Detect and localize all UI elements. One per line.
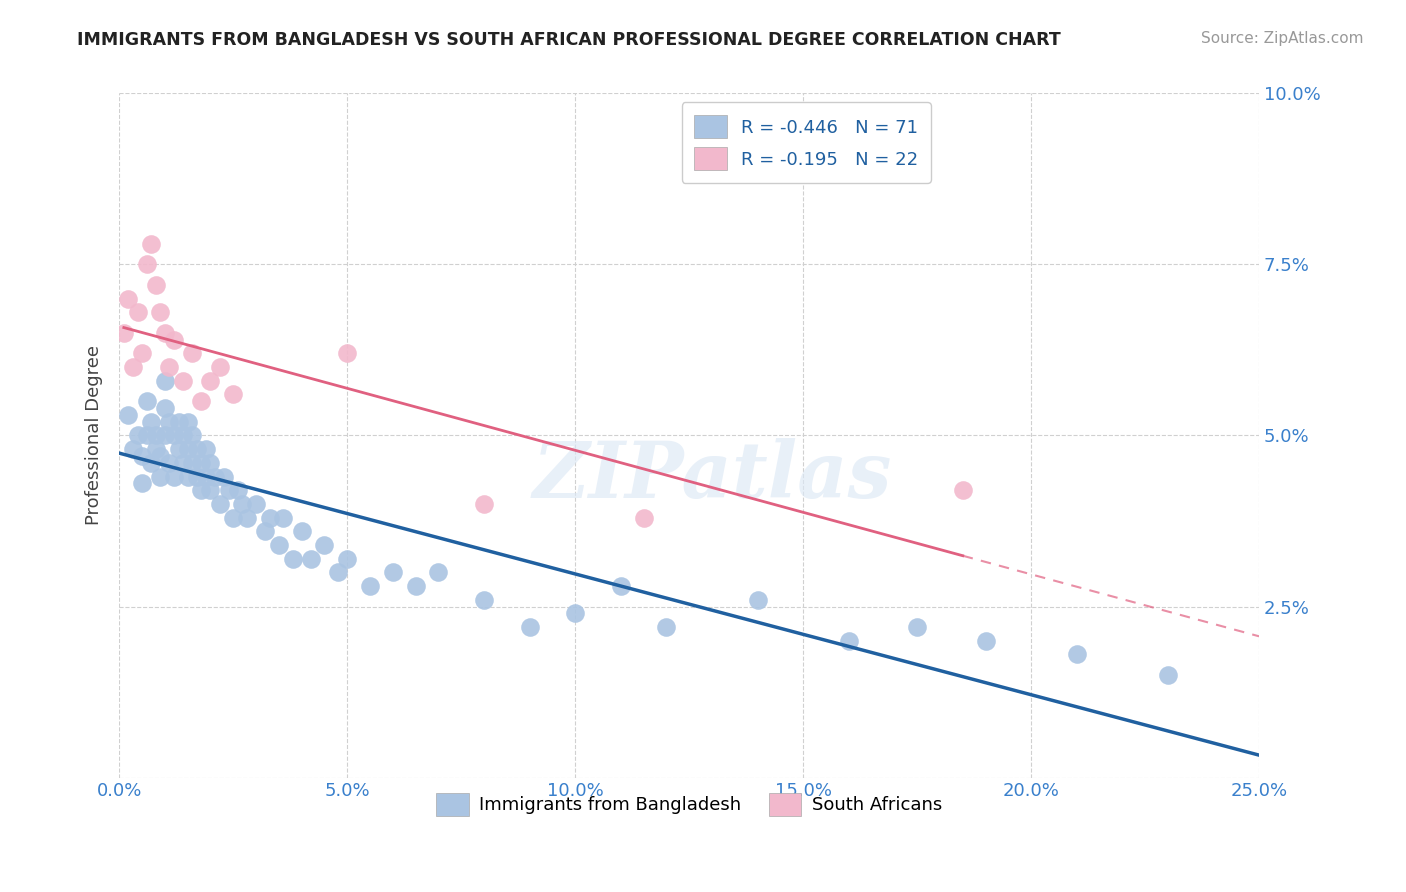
- Point: [149, 469, 172, 483]
- Point: [145, 428, 167, 442]
- Point: [838, 633, 860, 648]
- Point: [273, 510, 295, 524]
- Point: [172, 428, 194, 442]
- Point: [204, 469, 226, 483]
- Point: [218, 483, 240, 498]
- Point: [149, 305, 172, 319]
- Point: [231, 497, 253, 511]
- Point: [427, 566, 450, 580]
- Text: IMMIGRANTS FROM BANGLADESH VS SOUTH AFRICAN PROFESSIONAL DEGREE CORRELATION CHAR: IMMIGRANTS FROM BANGLADESH VS SOUTH AFRI…: [77, 31, 1062, 49]
- Point: [291, 524, 314, 539]
- Point: [141, 415, 163, 429]
- Point: [172, 456, 194, 470]
- Point: [135, 257, 157, 271]
- Point: [176, 469, 198, 483]
- Point: [222, 510, 245, 524]
- Point: [122, 442, 145, 457]
- Point: [167, 415, 190, 429]
- Point: [167, 442, 190, 457]
- Point: [153, 326, 176, 340]
- Point: [186, 469, 208, 483]
- Text: ZIPatlas: ZIPatlas: [533, 438, 891, 515]
- Point: [336, 551, 359, 566]
- Point: [135, 394, 157, 409]
- Point: [952, 483, 974, 498]
- Text: Source: ZipAtlas.com: Source: ZipAtlas.com: [1201, 31, 1364, 46]
- Point: [212, 469, 235, 483]
- Point: [141, 456, 163, 470]
- Point: [127, 305, 149, 319]
- Point: [127, 428, 149, 442]
- Legend: Immigrants from Bangladesh, South Africans: Immigrants from Bangladesh, South Africa…: [429, 786, 949, 823]
- Point: [163, 333, 186, 347]
- Point: [149, 449, 172, 463]
- Point: [159, 456, 181, 470]
- Point: [163, 428, 186, 442]
- Point: [194, 469, 217, 483]
- Point: [145, 277, 167, 292]
- Point: [194, 442, 217, 457]
- Point: [153, 401, 176, 416]
- Point: [200, 374, 222, 388]
- Point: [131, 346, 153, 360]
- Point: [610, 579, 633, 593]
- Point: [176, 415, 198, 429]
- Point: [747, 592, 769, 607]
- Point: [314, 538, 336, 552]
- Point: [159, 359, 181, 374]
- Point: [190, 483, 212, 498]
- Point: [145, 442, 167, 457]
- Point: [1066, 648, 1088, 662]
- Point: [359, 579, 381, 593]
- Point: [122, 359, 145, 374]
- Point: [254, 524, 277, 539]
- Point: [633, 510, 655, 524]
- Point: [281, 551, 304, 566]
- Point: [117, 408, 139, 422]
- Point: [190, 456, 212, 470]
- Point: [267, 538, 290, 552]
- Point: [974, 633, 997, 648]
- Point: [299, 551, 322, 566]
- Point: [222, 387, 245, 401]
- Point: [117, 292, 139, 306]
- Point: [326, 566, 349, 580]
- Point: [200, 483, 222, 498]
- Point: [208, 359, 231, 374]
- Point: [472, 592, 495, 607]
- Point: [336, 346, 359, 360]
- Point: [135, 428, 157, 442]
- Point: [172, 374, 194, 388]
- Point: [131, 476, 153, 491]
- Y-axis label: Professional Degree: Professional Degree: [86, 345, 103, 525]
- Point: [472, 497, 495, 511]
- Point: [112, 326, 135, 340]
- Point: [186, 442, 208, 457]
- Point: [226, 483, 249, 498]
- Point: [655, 620, 678, 634]
- Point: [1157, 668, 1180, 682]
- Point: [519, 620, 541, 634]
- Point: [190, 394, 212, 409]
- Point: [159, 415, 181, 429]
- Point: [131, 449, 153, 463]
- Point: [905, 620, 928, 634]
- Point: [176, 442, 198, 457]
- Point: [181, 428, 204, 442]
- Point: [153, 428, 176, 442]
- Point: [141, 236, 163, 251]
- Point: [236, 510, 259, 524]
- Point: [200, 456, 222, 470]
- Point: [181, 456, 204, 470]
- Point: [564, 607, 586, 621]
- Point: [163, 469, 186, 483]
- Point: [405, 579, 427, 593]
- Point: [381, 566, 404, 580]
- Point: [181, 346, 204, 360]
- Point: [245, 497, 267, 511]
- Point: [259, 510, 281, 524]
- Point: [208, 497, 231, 511]
- Point: [153, 374, 176, 388]
